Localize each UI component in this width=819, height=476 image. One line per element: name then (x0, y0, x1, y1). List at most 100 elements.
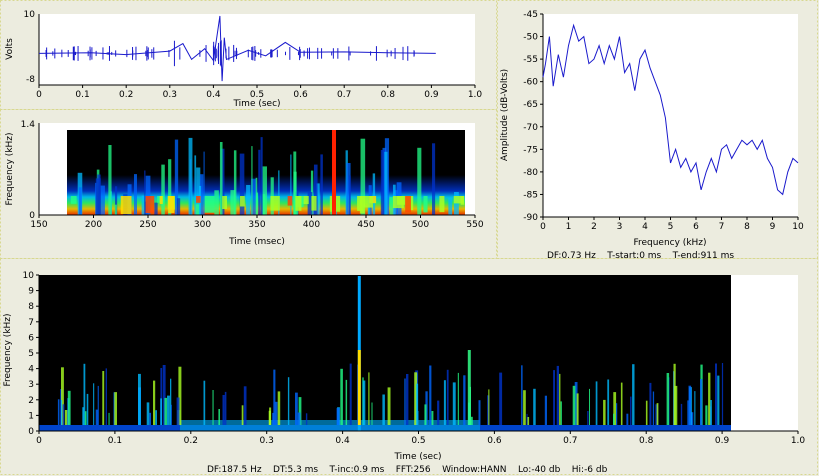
main-spectrogram-streak (526, 413, 528, 425)
zoom-spectrogram-streak (214, 190, 219, 215)
zoom-spectrogram-blob (270, 196, 280, 211)
spectrum-x-tick-label: 2 (591, 222, 597, 232)
main-y-tick-label: 0 (28, 427, 34, 437)
spectrum-x-tick-label: 0 (540, 222, 546, 232)
main-spectrogram-streak (406, 374, 409, 425)
zoom-spectrogram-streak (313, 164, 318, 215)
main-spectrogram-streak (203, 380, 206, 425)
spectrum-x-ticks: 0 1 2 3 4 5 6 7 8 9 10 (540, 217, 804, 232)
zoom-x-tick-label: 250 (139, 220, 156, 230)
zoom-x-tick-label: 300 (194, 220, 211, 230)
main-x-tick-label: 0.1 (108, 436, 122, 446)
zoom-spectrogram-streak (278, 170, 280, 215)
waveform-x-label: Time (sec) (232, 99, 280, 109)
main-x-tick-label: 0.7 (563, 436, 577, 446)
main-spectrogram-streak (437, 400, 440, 425)
zoom-spectrogram-streak (448, 197, 453, 215)
main-spectrogram-streak (287, 377, 290, 425)
main-x-tick-label: 0.9 (715, 436, 730, 446)
main-spectrogram-streak (715, 363, 717, 425)
main-spectrogram-streak (57, 399, 60, 425)
waveform-x-tick-label: 0.2 (119, 90, 133, 100)
main-spectrogram-streak (371, 402, 373, 425)
zoom-spectrogram-blob (295, 196, 302, 211)
main-spectrogram-streak (108, 412, 110, 425)
zoom-spectrogram-streak (203, 151, 205, 215)
zoom-spectrogram-streak (262, 166, 267, 215)
zoom-spectrogram-blob (423, 196, 428, 213)
spectrum-x-tick-label: 7 (719, 222, 725, 232)
main-spectrogram-streak (61, 367, 64, 425)
main-y-tick-label: 4 (28, 365, 34, 375)
main-spectrogram-streak (162, 365, 166, 425)
main-y-tick-label: 5 (28, 349, 34, 359)
zoom-x-tick-label: 150 (30, 220, 47, 230)
zoom-spectrogram-streak (255, 177, 258, 215)
main-spectrogram-streak (694, 391, 696, 425)
main-spectrogram-streak (572, 385, 576, 425)
spectrum-x-tick-label: 8 (744, 222, 750, 232)
zoom-spectrogram-streak (372, 173, 376, 215)
waveform-y-tick-bottom: -8 (26, 75, 35, 85)
waveform-x-tick-label: 0.6 (293, 90, 308, 100)
waveform-x-tick-label: 0.7 (337, 90, 351, 100)
waveform-x-tick-label: 0.1 (75, 90, 89, 100)
waveform-plot-area[interactable] (39, 14, 475, 85)
zoom-spectrogram-streak (174, 139, 179, 215)
zoom-spectrogram-blob (222, 196, 228, 209)
waveform-x-tick-label: 0.5 (250, 90, 264, 100)
zoom-spectrogram-blob (405, 196, 411, 213)
zoom-spectrogram-streak (346, 163, 351, 215)
zoom-spectrogram-streak (384, 151, 388, 215)
waveform-x-tick-label: 0.9 (424, 90, 439, 100)
zoom-spectrogram-streak (199, 174, 204, 215)
zoom-spectrogram-blob (287, 196, 293, 206)
zoom-spectrogram-streak (239, 153, 245, 215)
spectrum-y-tick-label: -80 (523, 168, 538, 178)
zoom-spectrogram-image[interactable] (67, 130, 465, 215)
zoom-spectrogram-streak (78, 187, 82, 215)
zoom-spectrogram-panel: 1.4 0 Frequency (kHz) 150 200 250 300 350 400… (5, 120, 484, 247)
spectrum-y-tick-label: -60 (523, 78, 538, 88)
zoom-spectrogram-streak (133, 174, 137, 215)
main-spectrogram-image[interactable] (39, 275, 731, 431)
zoom-spectrogram-streak (316, 183, 320, 215)
spectrum-x-tick-label: 6 (693, 222, 699, 232)
zoom-spectrogram-streak (260, 137, 263, 215)
main-spectrogram-streak (83, 363, 86, 425)
main-spectrogram-streak (652, 391, 655, 425)
main-spectrogram-streak (488, 389, 490, 425)
main-spectrogram-streak (362, 380, 366, 425)
main-spectrogram-streak (382, 394, 385, 425)
main-spectrogram-streak (680, 403, 683, 425)
main-spectrogram-streak (60, 400, 63, 425)
main-spectrogram-streak (595, 381, 598, 425)
main-spectrogram-streak (160, 368, 163, 425)
zoom-spectrogram-streak (114, 204, 117, 215)
main-spectrogram-streak (544, 395, 547, 425)
main-x-tick-label: 0.3 (260, 436, 274, 446)
main-spectrogram-streak (404, 378, 406, 425)
main-spectrogram-streak (607, 379, 610, 425)
main-spectrogram-streak (95, 409, 99, 425)
main-spectrogram-streak (705, 405, 708, 425)
main-spectrogram-streak (499, 372, 503, 425)
waveform-x-tick-label: 0.8 (381, 90, 396, 100)
spectrum-y-tick-label: -50 (523, 33, 538, 43)
main-spectrogram-streak (424, 404, 427, 425)
spectrum-y-tick-label: -85 (523, 190, 538, 200)
zoom-spectrogram-streak (161, 164, 165, 215)
main-spectrogram-streak (224, 391, 227, 425)
spectrum-x-tick-label: 1 (566, 222, 572, 232)
zoom-spectrogram-streak (417, 147, 422, 215)
zoom-spectrogram-peak (332, 130, 336, 215)
spectrum-info: DF:0.73 Hz T-start:0 ms T-end:911 ms (547, 251, 734, 261)
main-spectrogram-streak (452, 382, 456, 425)
zoom-x-tick-label: 200 (85, 220, 102, 230)
main-spectrogram-streak (649, 382, 652, 425)
spectrum-plot-area[interactable] (543, 14, 798, 217)
main-y-tick-label: 8 (28, 302, 34, 312)
main-spectrogram-streak (463, 375, 466, 425)
main-x-tick-label: 1.0 (791, 436, 806, 446)
main-spectrogram-streak (471, 416, 473, 425)
